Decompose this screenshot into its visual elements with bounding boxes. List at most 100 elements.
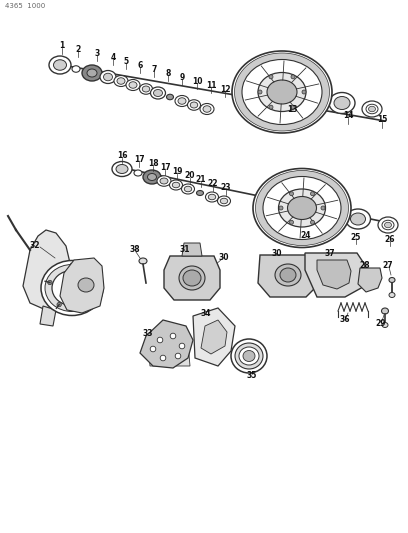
- Text: 16: 16: [117, 151, 127, 160]
- Ellipse shape: [350, 213, 366, 225]
- Text: 18: 18: [148, 159, 158, 168]
- Circle shape: [150, 346, 156, 352]
- Circle shape: [269, 105, 273, 109]
- Ellipse shape: [389, 278, 395, 282]
- Circle shape: [69, 266, 73, 270]
- Ellipse shape: [112, 161, 132, 176]
- Ellipse shape: [140, 84, 153, 94]
- Ellipse shape: [258, 72, 306, 111]
- Ellipse shape: [175, 95, 189, 107]
- Ellipse shape: [382, 220, 394, 230]
- Ellipse shape: [280, 268, 296, 282]
- Text: 9: 9: [180, 72, 185, 82]
- Text: 20: 20: [185, 172, 195, 181]
- Ellipse shape: [188, 100, 200, 110]
- Ellipse shape: [160, 178, 168, 184]
- Ellipse shape: [235, 343, 263, 369]
- Polygon shape: [40, 306, 56, 326]
- Circle shape: [160, 355, 166, 361]
- Text: 33: 33: [143, 328, 153, 337]
- Ellipse shape: [45, 264, 99, 311]
- Text: 8: 8: [165, 69, 171, 77]
- Ellipse shape: [64, 281, 80, 295]
- Text: 12: 12: [220, 85, 230, 93]
- Ellipse shape: [217, 196, 231, 206]
- Text: 26: 26: [385, 235, 395, 244]
- Ellipse shape: [288, 197, 317, 220]
- Ellipse shape: [203, 106, 211, 112]
- Ellipse shape: [255, 171, 348, 246]
- Text: 31: 31: [180, 246, 190, 254]
- Text: 27: 27: [383, 261, 393, 270]
- Text: 35: 35: [247, 372, 257, 381]
- Ellipse shape: [179, 266, 205, 290]
- Ellipse shape: [117, 78, 125, 84]
- Ellipse shape: [116, 165, 128, 174]
- Ellipse shape: [263, 176, 341, 239]
- Ellipse shape: [368, 106, 375, 112]
- Text: 10: 10: [192, 77, 202, 85]
- Ellipse shape: [200, 103, 214, 115]
- Text: 17: 17: [160, 164, 170, 173]
- Text: 13: 13: [287, 104, 297, 114]
- Polygon shape: [140, 320, 193, 368]
- Ellipse shape: [182, 184, 195, 194]
- Ellipse shape: [178, 98, 186, 104]
- Ellipse shape: [172, 182, 180, 188]
- Polygon shape: [193, 308, 235, 366]
- Ellipse shape: [334, 96, 350, 109]
- Circle shape: [91, 279, 96, 284]
- Ellipse shape: [100, 70, 116, 84]
- Ellipse shape: [143, 170, 161, 184]
- Ellipse shape: [346, 209, 370, 229]
- Ellipse shape: [82, 65, 102, 81]
- Circle shape: [269, 75, 273, 79]
- Ellipse shape: [242, 60, 322, 125]
- Ellipse shape: [208, 194, 216, 200]
- Text: 21: 21: [196, 175, 206, 184]
- Circle shape: [302, 90, 306, 94]
- Text: 22: 22: [208, 180, 218, 189]
- Ellipse shape: [362, 101, 382, 117]
- Polygon shape: [358, 268, 382, 292]
- Text: 14: 14: [343, 111, 353, 120]
- Text: 17: 17: [134, 156, 144, 165]
- Polygon shape: [164, 256, 220, 300]
- Polygon shape: [60, 258, 104, 313]
- Circle shape: [157, 337, 163, 343]
- Ellipse shape: [78, 278, 94, 292]
- Circle shape: [179, 343, 185, 349]
- Circle shape: [279, 206, 283, 210]
- Ellipse shape: [87, 69, 97, 77]
- Text: 30: 30: [219, 253, 229, 262]
- Ellipse shape: [243, 351, 255, 361]
- Text: 32: 32: [30, 240, 40, 249]
- Circle shape: [310, 192, 315, 196]
- Ellipse shape: [378, 217, 398, 233]
- Ellipse shape: [157, 176, 171, 186]
- Ellipse shape: [169, 180, 182, 190]
- Ellipse shape: [382, 322, 388, 327]
- Text: 15: 15: [377, 116, 387, 125]
- Ellipse shape: [381, 308, 388, 314]
- Ellipse shape: [389, 293, 395, 297]
- Ellipse shape: [239, 347, 259, 365]
- Ellipse shape: [151, 87, 166, 99]
- Circle shape: [57, 302, 61, 307]
- Text: 4365  1000: 4365 1000: [5, 3, 45, 9]
- Ellipse shape: [220, 198, 228, 204]
- Circle shape: [175, 353, 181, 359]
- Ellipse shape: [267, 80, 297, 104]
- Circle shape: [291, 105, 295, 109]
- Text: 6: 6: [137, 61, 143, 69]
- Text: 7: 7: [151, 64, 157, 74]
- Ellipse shape: [232, 51, 332, 133]
- Circle shape: [310, 220, 315, 224]
- Polygon shape: [182, 243, 202, 256]
- Ellipse shape: [104, 73, 113, 81]
- Ellipse shape: [253, 168, 351, 247]
- Ellipse shape: [134, 170, 142, 176]
- Polygon shape: [201, 320, 227, 354]
- Ellipse shape: [139, 258, 147, 264]
- Text: 34: 34: [201, 309, 211, 318]
